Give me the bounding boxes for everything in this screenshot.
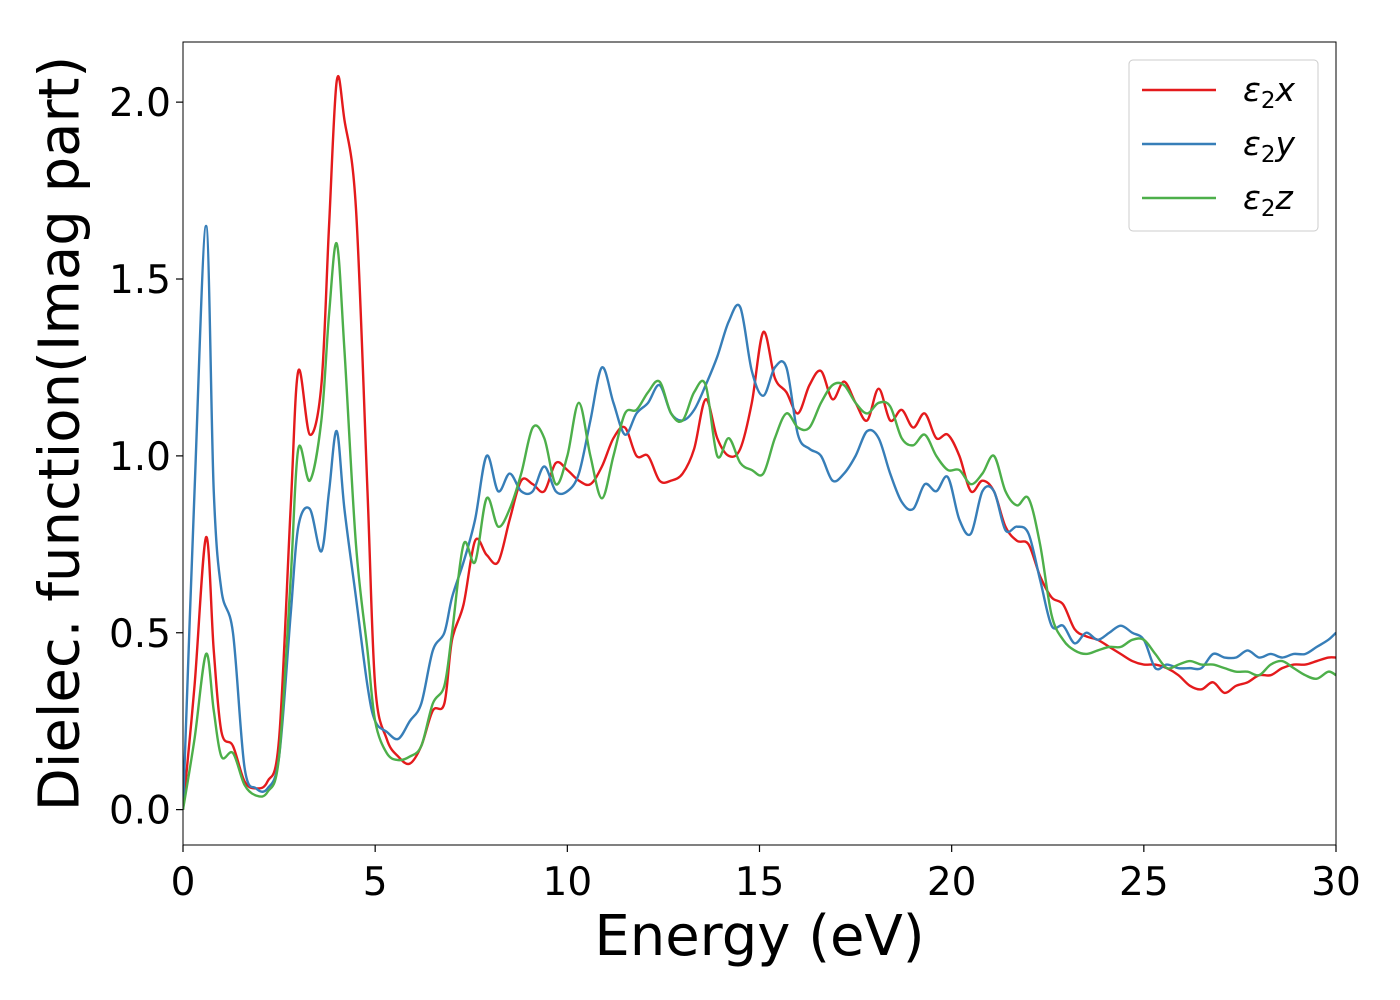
legend: ε2x ε2y ε2z — [1128, 59, 1319, 232]
x-axis-title: Energy (eV) — [594, 904, 924, 969]
series-line-z — [183, 242, 1336, 810]
y-tick-label: 1.0 — [109, 435, 171, 480]
series-line-y — [183, 224, 1336, 810]
y-tick-label: 1.5 — [109, 258, 171, 303]
legend-box — [1128, 59, 1319, 232]
legend-label-y: ε2y — [1243, 124, 1295, 168]
x-tick-label: 0 — [171, 860, 196, 905]
series-layer — [183, 75, 1336, 810]
legend-label-x: ε2x — [1243, 70, 1295, 114]
x-tick-label: 15 — [735, 860, 785, 905]
x-tick-label: 20 — [927, 860, 977, 905]
x-tick-label: 25 — [1119, 860, 1169, 905]
legend-label-z: ε2z — [1243, 178, 1293, 222]
x-tick-label: 5 — [363, 860, 388, 905]
x-axis: 0 5 10 15 20 25 30 — [171, 845, 1361, 905]
y-tick-label: 2.0 — [109, 81, 171, 126]
y-axis: 0.0 0.5 1.0 1.5 2.0 — [109, 81, 183, 834]
y-tick-label: 0.0 — [109, 789, 171, 834]
y-axis-title: Dielec. function(Imag part) — [28, 56, 93, 812]
x-tick-label: 10 — [543, 860, 593, 905]
y-tick-label: 0.5 — [109, 612, 171, 657]
x-tick-label: 30 — [1311, 860, 1361, 905]
